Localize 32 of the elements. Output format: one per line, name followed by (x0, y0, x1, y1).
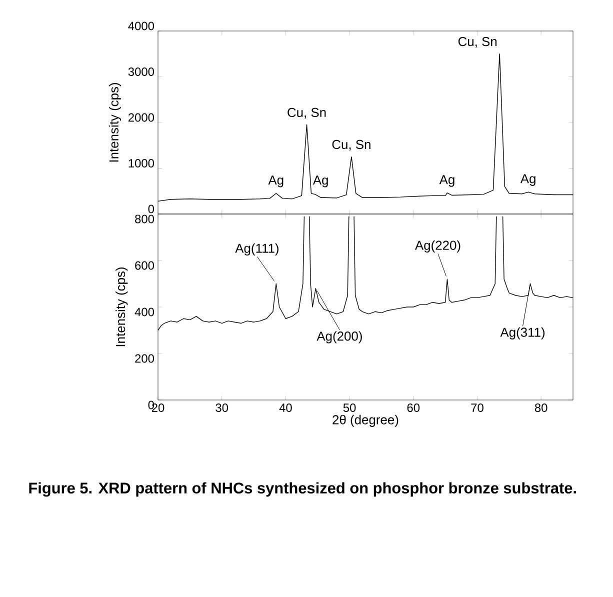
y-tick-label: 2000 (128, 113, 154, 122)
y-tick-label: 600 (135, 261, 154, 270)
y-tick-label: 0 (148, 204, 154, 214)
y-tick-label: 1000 (128, 159, 154, 168)
annotation: Ag (268, 176, 284, 188)
x-tick-label: 80 (534, 404, 548, 412)
y-axis-title: Intensity (cps) (108, 83, 122, 162)
x-tick-label: 60 (407, 404, 420, 412)
x-axis-title: 2θ (degree) (332, 414, 398, 427)
text: Figure 5. XRD pattern of NHCs synthesized on phosphor bronze substrate. (29, 482, 576, 497)
y-axis-title: Intensity (cps) (116, 268, 128, 346)
annotation: Cu, Sn (332, 140, 370, 151)
annotation: Ag(220) (414, 240, 460, 252)
x-tick-label: 70 (471, 404, 484, 412)
y-tick-label: 400 (134, 308, 154, 316)
y-tick-label: 3000 (128, 68, 154, 76)
annotation: Ag (312, 176, 328, 188)
annotation: Ag(111) (235, 243, 278, 256)
x-tick-label: 40 (279, 404, 292, 412)
annotation: Ag(200) (316, 331, 362, 344)
y-tick-label: 0 (148, 400, 154, 410)
annotation: Ag (520, 174, 536, 186)
annotation: Ag(311) (500, 327, 545, 340)
annotation: Cu, Sn (288, 108, 326, 119)
annotation: Cu, Sn (458, 36, 497, 48)
x-tick-label: 20 (152, 404, 164, 412)
x-tick-label: 30 (216, 404, 228, 412)
annotation: Ag (439, 175, 454, 187)
x-tick-label: 50 (343, 404, 356, 412)
y-tick-label: 4000 (128, 22, 154, 30)
y-tick-label: 800 (135, 214, 154, 224)
y-tick-label: 200 (135, 354, 154, 363)
